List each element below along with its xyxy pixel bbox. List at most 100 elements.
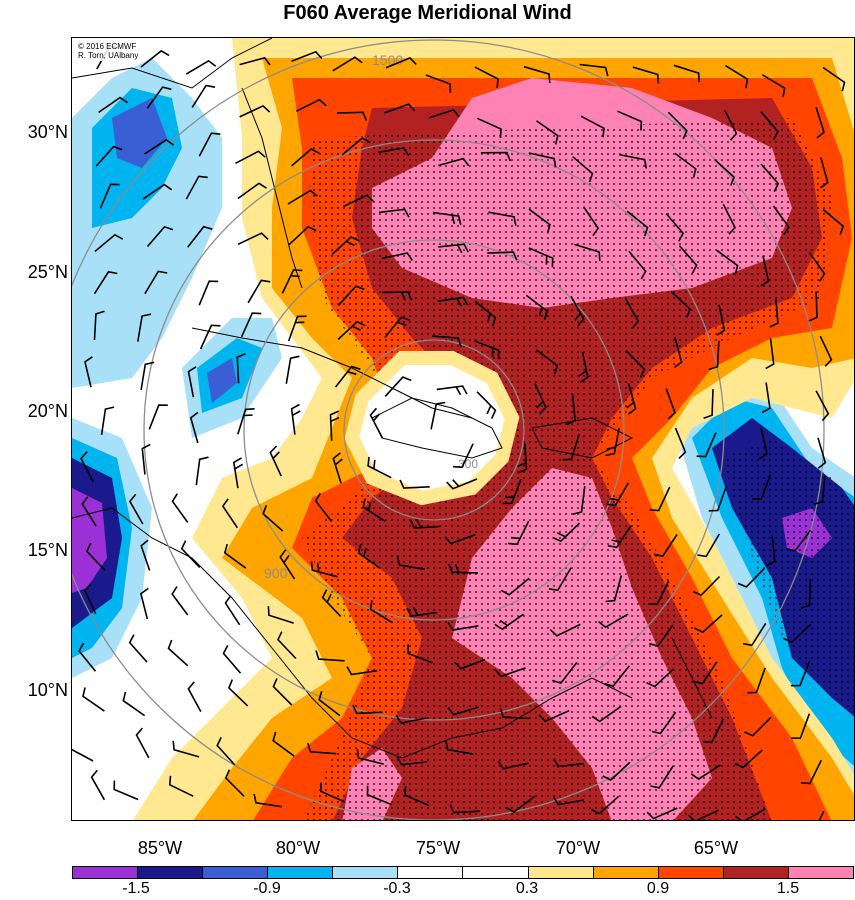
wind-barb <box>553 758 585 768</box>
wind-barb <box>407 644 433 664</box>
wind-barb <box>171 493 189 523</box>
wind-barb <box>536 120 559 145</box>
wind-barb <box>287 189 318 205</box>
wind-barb <box>191 84 216 108</box>
wind-barb <box>235 150 266 165</box>
colorbar <box>72 866 854 879</box>
wind-barb <box>480 151 511 162</box>
wind-barb <box>384 316 411 339</box>
wind-barb <box>502 478 522 505</box>
wind-barb <box>334 365 361 388</box>
wind-barb <box>649 486 671 512</box>
wind-barb <box>765 338 775 370</box>
wind-barb <box>409 519 441 529</box>
wind-barb <box>693 661 718 685</box>
colorbar-swatch <box>463 867 529 878</box>
wind-barb <box>187 681 202 712</box>
wind-barb <box>288 225 317 246</box>
wind-barb <box>146 86 172 109</box>
colorbar-swatch <box>73 867 139 878</box>
wind-barb <box>142 183 173 200</box>
shade-center-yellow <box>344 351 520 506</box>
lat-label-30n: 30°N <box>27 122 68 142</box>
wind-barb <box>144 138 175 155</box>
wind-barb <box>766 535 776 567</box>
wind-barb <box>619 153 648 169</box>
wind-barb <box>237 408 255 435</box>
wind-barb <box>822 66 846 92</box>
wind-barb <box>222 645 242 674</box>
wind-barb <box>337 320 366 340</box>
wind-barb <box>378 147 410 157</box>
wind-barb <box>247 279 271 304</box>
wind-barb <box>815 107 825 139</box>
wind-barb <box>737 567 766 588</box>
wind-barb <box>240 312 262 338</box>
wind-barb <box>436 385 468 396</box>
wind-barb <box>665 213 685 242</box>
wind-barb <box>262 505 284 532</box>
wind-barb <box>487 251 518 261</box>
colorbar-swatch <box>268 867 334 878</box>
wind-barb <box>279 549 296 580</box>
wind-barb <box>474 300 497 327</box>
credit-line: © 2016 ECMWF <box>78 42 137 51</box>
wind-barb <box>385 56 417 69</box>
colorbar-swatch <box>593 867 659 878</box>
wind-barb <box>404 786 430 807</box>
wind-barb <box>329 410 340 441</box>
wind-barb <box>744 716 772 737</box>
wind-barb <box>319 782 346 803</box>
wind-barb <box>760 163 780 192</box>
ring-label-900: 900 <box>264 565 288 581</box>
stipple-east <box>722 438 854 717</box>
range-rings <box>72 39 825 820</box>
wind-barb <box>582 206 600 237</box>
wind-barb <box>667 111 688 140</box>
map-title: F060 Average Meridional Wind <box>283 2 572 24</box>
wind-barb <box>99 183 120 209</box>
wind-barb <box>444 533 476 545</box>
wind-barb <box>144 270 168 295</box>
wind-barb <box>708 485 728 512</box>
wind-barb <box>474 340 500 360</box>
wind-barb <box>128 634 148 663</box>
wind-barb <box>171 586 189 616</box>
wind-barb <box>337 285 365 306</box>
wind-barb <box>140 49 170 68</box>
wind-barb <box>332 56 363 72</box>
wind-barb <box>653 534 678 558</box>
wind-barb <box>817 437 827 469</box>
wind-barb <box>223 543 247 569</box>
wind-barb <box>673 336 683 369</box>
lon-label-70w: 70°W <box>555 838 601 858</box>
wind-barb <box>449 804 480 814</box>
coastlines <box>72 38 713 759</box>
wind-barb <box>94 233 124 253</box>
wind-barb <box>624 298 640 329</box>
wind-barb <box>783 623 812 644</box>
wind-barb <box>808 291 818 322</box>
lon-label-80w: 80°W <box>275 838 321 858</box>
wind-barb <box>341 137 371 156</box>
wind-barb <box>708 340 720 371</box>
wind-barb <box>534 383 547 415</box>
wind-barb <box>696 432 717 458</box>
wind-barb <box>272 731 295 757</box>
wind-barb <box>310 561 338 578</box>
colorbar-swatch <box>138 867 204 878</box>
wind-barb <box>724 109 738 141</box>
wind-barb <box>800 579 812 609</box>
wind-barb <box>525 294 549 320</box>
lat-label-10n: 10°N <box>27 680 68 700</box>
wind-barb <box>476 117 502 139</box>
wind-barb <box>769 297 779 328</box>
wind-barb <box>290 403 301 435</box>
wind-barb <box>314 492 333 522</box>
lat-label-25n: 25°N <box>27 262 68 282</box>
wind-barb <box>552 662 578 685</box>
wind-barb <box>287 315 307 342</box>
shade-neg-sw-core <box>72 488 107 593</box>
wind-barb <box>760 255 770 287</box>
ring-label-300: 300 <box>458 457 478 471</box>
